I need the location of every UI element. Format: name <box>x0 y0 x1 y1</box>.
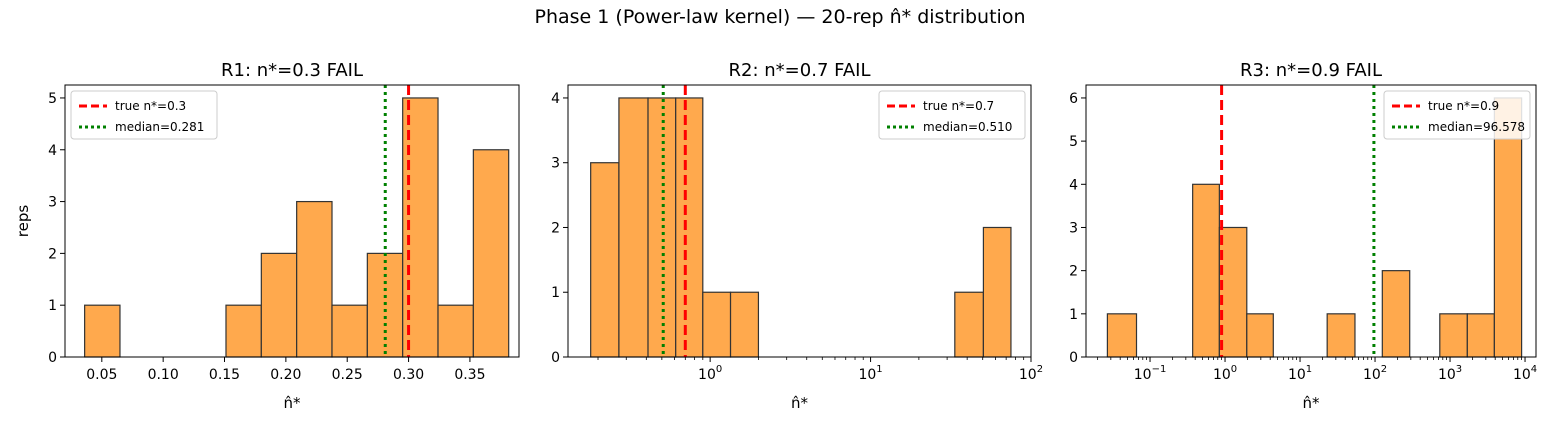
y-tick-label: 1 <box>48 298 57 314</box>
y-tick-label: 4 <box>48 143 57 159</box>
histogram-bar <box>260 252 298 358</box>
panel-r3: R3: n*=0.9 FAIL 0 1 2 3 4 5 6 10−1 100 101 102 103 10… <box>1069 60 1537 412</box>
y-tick-label: 3 <box>551 156 560 172</box>
histogram-bar <box>1218 226 1248 358</box>
axes-frame <box>1085 84 1537 358</box>
x-axis-label: n̂* <box>791 394 809 412</box>
legend-label: true n*=0.3 <box>115 99 186 113</box>
histogram-bar <box>1326 313 1356 358</box>
y-tick-label: 4 <box>1069 177 1078 193</box>
y-tick-label: 0 <box>48 350 57 366</box>
legend-label: true n*=0.7 <box>923 99 994 113</box>
x-tick-label: 10−1 <box>1134 364 1167 383</box>
legend-label: median=0.281 <box>115 120 204 134</box>
x-axis-label: n̂* <box>283 394 301 412</box>
y-tick-label: 5 <box>1069 134 1078 150</box>
histogram-bar <box>729 291 760 358</box>
x-tick-label: 101 <box>858 364 882 383</box>
histogram-bar <box>296 200 333 358</box>
histogram-bar <box>1246 313 1274 358</box>
legend-label: true n*=0.9 <box>1428 99 1499 113</box>
histogram-bar <box>1493 97 1523 358</box>
histogram-bar <box>1381 270 1411 358</box>
histogram-bar <box>1439 313 1468 358</box>
histogram-bar <box>702 291 732 358</box>
panel-r2: R2: n*=0.7 FAIL 0 1 2 3 4 100 101 102 n̂* true n*=… <box>551 60 1043 412</box>
x-tick-label: 0.30 <box>393 367 424 383</box>
panel-r1: R1: n*=0.3 FAIL 0 1 2 3 4 5 0.05 0.10 0.15 0.20 0.2… <box>14 60 520 412</box>
histogram-bar <box>954 291 985 358</box>
y-tick-label: 3 <box>48 195 57 211</box>
subplot-title: R3: n*=0.9 FAIL <box>1240 60 1382 81</box>
histogram-bar <box>982 226 1012 358</box>
subplot-title: R2: n*=0.7 FAIL <box>729 60 871 81</box>
x-tick-label: 0.15 <box>209 367 240 383</box>
x-tick-label: 103 <box>1438 364 1462 383</box>
y-axis-label: reps <box>14 205 32 238</box>
histogram-bar <box>225 304 262 358</box>
legend-label: median=96.578 <box>1428 120 1525 134</box>
x-tick-label: 0.25 <box>332 367 363 383</box>
x-tick-label: 0.20 <box>270 367 301 383</box>
histogram-bar <box>590 162 620 358</box>
y-tick-label: 1 <box>1069 307 1078 323</box>
legend-label: median=0.510 <box>923 120 1012 134</box>
y-tick-label: 5 <box>48 91 57 107</box>
histogram-bar <box>675 97 704 358</box>
x-tick-label: 0.35 <box>454 367 485 383</box>
y-tick-label: 0 <box>1069 350 1078 366</box>
x-tick-label: 100 <box>1213 364 1237 383</box>
axes-frame <box>567 84 1032 358</box>
histogram-bar <box>1106 313 1138 358</box>
x-tick-label: 102 <box>1363 364 1387 383</box>
x-tick-label: 100 <box>698 364 722 383</box>
y-tick-label: 0 <box>551 350 560 366</box>
y-tick-label: 6 <box>1069 91 1078 107</box>
histogram-bar <box>331 304 368 358</box>
legend-box <box>878 90 1026 140</box>
y-tick-label: 1 <box>551 285 560 301</box>
histogram-bar <box>618 97 649 358</box>
x-tick-label: 102 <box>1019 364 1043 383</box>
legend-box <box>70 90 218 140</box>
x-tick-label: 101 <box>1288 364 1312 383</box>
x-tick-label: 104 <box>1513 364 1537 383</box>
y-tick-label: 4 <box>551 91 560 107</box>
histogram-bar <box>84 304 121 358</box>
legend-box <box>1383 90 1531 140</box>
histogram-bar <box>1192 183 1220 358</box>
legend: true n*=0.9 median=96.578 <box>1383 90 1531 140</box>
y-tick-label: 2 <box>48 246 57 262</box>
legend: true n*=0.7 median=0.510 <box>878 90 1026 140</box>
y-tick-label: 2 <box>551 220 560 236</box>
axes-frame <box>64 84 520 358</box>
x-tick-label: 0.05 <box>86 367 117 383</box>
x-tick-label: 0.10 <box>148 367 179 383</box>
y-tick-label: 3 <box>1069 220 1078 236</box>
legend: true n*=0.3 median=0.281 <box>70 90 218 140</box>
histogram-bar <box>1466 313 1495 358</box>
figure-title: Phase 1 (Power-law kernel) — 20-rep n̂* … <box>534 6 1026 28</box>
x-axis-label: n̂* <box>1302 394 1320 412</box>
histogram-bar <box>437 304 474 358</box>
subplot-title: R1: n*=0.3 FAIL <box>221 60 363 81</box>
y-tick-label: 2 <box>1069 264 1078 280</box>
histogram-bar <box>472 149 510 358</box>
